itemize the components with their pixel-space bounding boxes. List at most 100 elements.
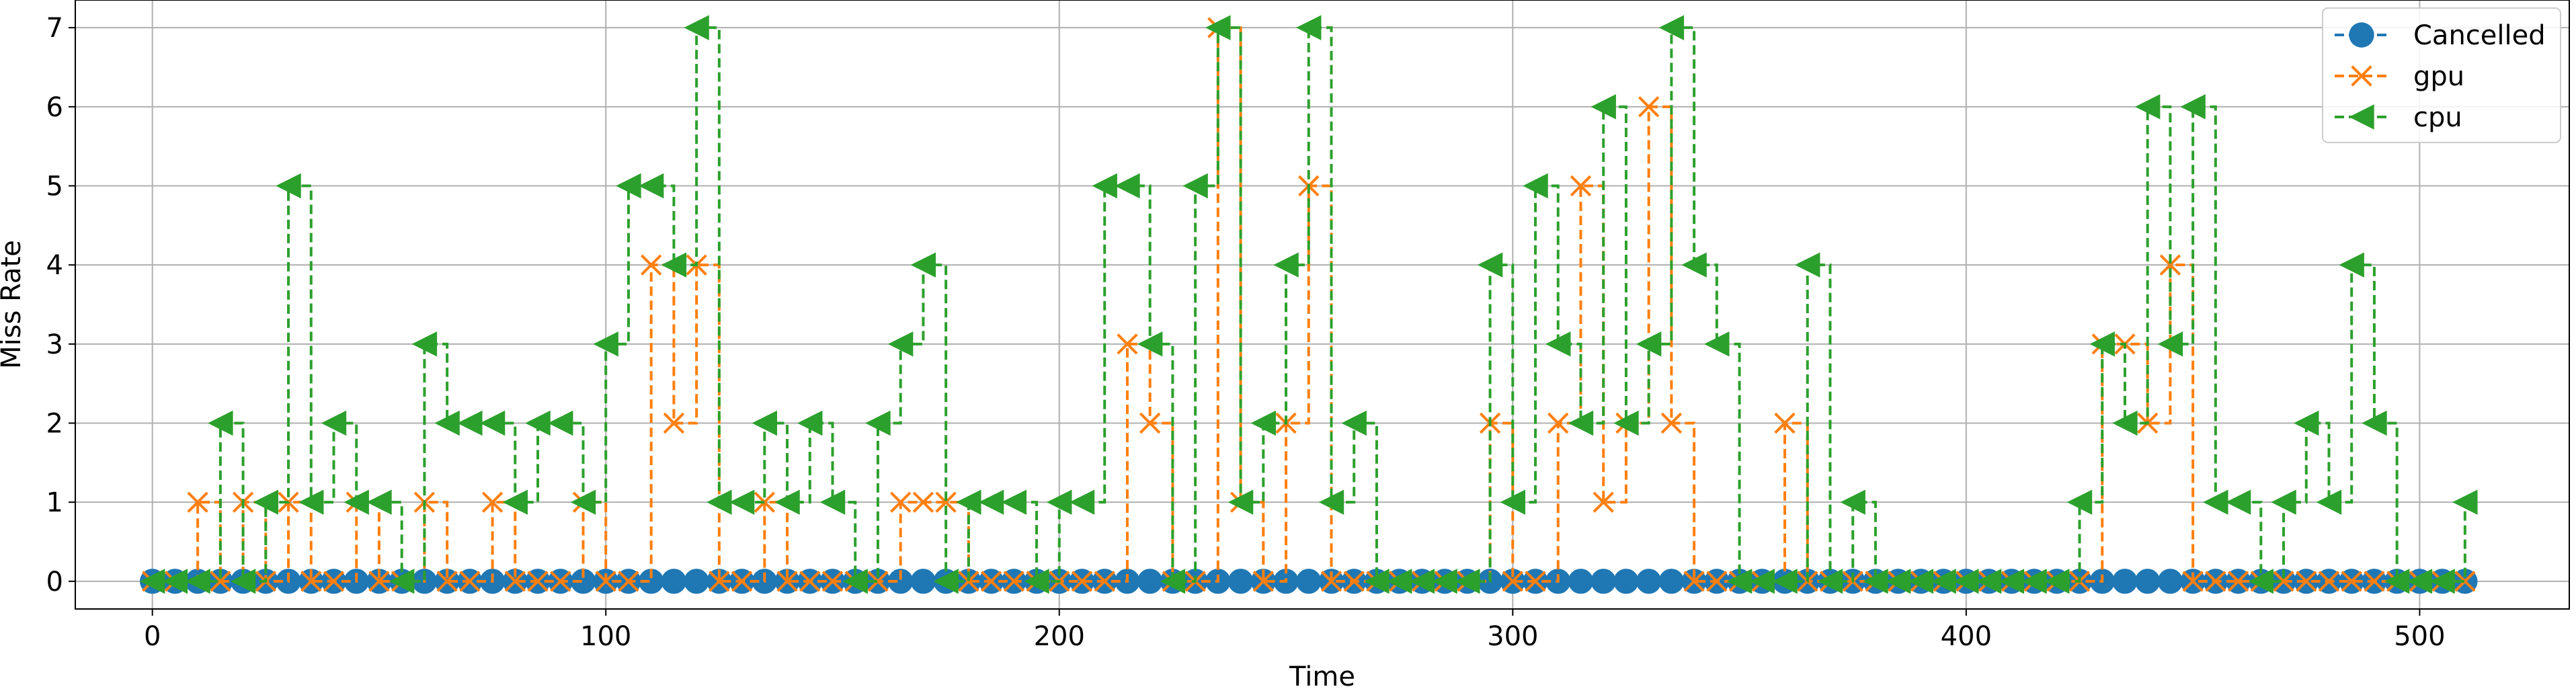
data-point-gpu [1071, 571, 1093, 592]
legend-marker-gpu [2351, 65, 2372, 87]
data-point-cpu [797, 410, 823, 436]
data-point-gpu [618, 571, 639, 592]
data-point-cpu [1613, 410, 1639, 436]
data-point-cpu [1726, 569, 1753, 594]
data-point-cpu [1931, 569, 1956, 594]
legend-label-cpu: cpu [2413, 102, 2462, 133]
data-point-cpu [1477, 252, 1503, 278]
y-tick-label: 0 [46, 567, 63, 598]
data-point-cpu [2271, 489, 2296, 515]
data-point-gpu [958, 571, 979, 592]
data-point-cpu [887, 331, 914, 357]
data-point-cpu [1681, 252, 1707, 278]
data-point-cpu [1908, 569, 1934, 594]
x-axis-ticks: 0 100 200 300 400 500 [144, 609, 2446, 652]
legend-item-cpu: cpu [2335, 102, 2462, 133]
data-point-cpu [1364, 569, 1390, 594]
data-point-cpu [1795, 252, 1820, 278]
data-point-cpu [434, 410, 460, 436]
data-point-cpu [230, 569, 256, 594]
data-point-cpu [2066, 489, 2093, 515]
data-point-cpu [344, 489, 369, 515]
data-point-cpu [1999, 569, 2025, 594]
data-point-gpu [821, 571, 844, 592]
data-point-gpu [2227, 571, 2249, 592]
data-point-cpu [1500, 489, 1526, 515]
data-point-cpu [1182, 173, 1208, 199]
data-point-cpu [1047, 489, 1072, 515]
data-point-gpu [1660, 412, 1683, 434]
data-point-gpu [1774, 412, 1796, 434]
data-point-gpu [1094, 571, 1115, 592]
data-point-cpu [933, 569, 959, 594]
data-point-gpu [912, 491, 934, 513]
data-point-gpu [709, 571, 730, 592]
data-point-cpu [139, 569, 165, 594]
data-point-cancelled [1658, 569, 1685, 594]
data-point-cpu [819, 489, 846, 515]
data-point-cpu [2429, 569, 2455, 594]
y-axis-ticks: 0 1 2 3 4 5 6 7 [46, 13, 75, 598]
data-point-cpu [1092, 173, 1117, 199]
data-point-gpu [2341, 571, 2362, 592]
y-axis-label: Miss Rate [0, 240, 27, 369]
data-point-cancelled [1636, 569, 1662, 594]
data-point-cpu [1024, 569, 1049, 594]
data-point-gpu [481, 491, 504, 513]
data-point-gpu [935, 491, 957, 513]
data-point-gpu [550, 571, 571, 592]
data-point-cpu [2362, 410, 2387, 436]
data-point-cpu [2248, 569, 2274, 594]
data-point-gpu [1139, 412, 1161, 434]
legend-item-cancelled: Cancelled [2335, 20, 2546, 51]
data-point-gpu [754, 491, 776, 513]
data-point-gpu [2454, 571, 2476, 592]
data-point-cancelled [638, 569, 664, 594]
data-point-gpu [1547, 412, 1569, 434]
data-point-cpu [1591, 94, 1616, 120]
legend-marker-cpu [2349, 104, 2374, 130]
data-point-cancelled [1227, 569, 1254, 594]
data-point-cpu [2112, 410, 2138, 436]
data-point-gpu [595, 571, 616, 592]
data-point-cpu [1523, 173, 1548, 199]
data-point-cpu [1704, 331, 1730, 357]
data-point-gpu [210, 571, 231, 592]
data-point-cpu [2384, 569, 2410, 594]
y-tick-label: 1 [46, 487, 63, 518]
data-point-cpu [910, 252, 936, 278]
data-point-gpu [640, 254, 662, 276]
data-point-cpu [570, 489, 596, 515]
data-point-cpu [1227, 489, 1254, 515]
data-point-cpu [1205, 15, 1231, 40]
x-axis-label: Time [1289, 661, 1355, 692]
data-point-gpu [1638, 96, 1660, 118]
data-point-cpu [208, 410, 233, 436]
data-point-cpu [253, 489, 279, 515]
y-tick-label: 7 [46, 13, 63, 44]
data-point-cancelled [1568, 569, 1594, 594]
data-point-cancelled [910, 569, 936, 594]
data-point-cpu [1840, 489, 1865, 515]
data-point-cpu [2339, 252, 2364, 278]
data-point-gpu [1117, 333, 1138, 355]
data-point-cpu [548, 410, 573, 436]
data-point-gpu [1502, 571, 1524, 592]
data-point-gpu [527, 571, 549, 592]
data-point-cancelled [2157, 569, 2183, 594]
data-point-cancelled [1613, 569, 1639, 594]
data-point-cpu [638, 173, 664, 199]
legend-marker-cancelled [2349, 22, 2374, 48]
data-point-cpu [684, 15, 709, 40]
data-point-cpu [2157, 331, 2183, 357]
data-point-gpu [368, 571, 390, 592]
legend-box [2322, 7, 2561, 143]
data-point-cpu [593, 331, 618, 357]
data-point-cpu [1432, 569, 1457, 594]
series-line-gpu [152, 26, 2465, 583]
data-point-cpu [457, 410, 483, 436]
data-point-gpu [2296, 571, 2317, 592]
x-tick-label: 0 [144, 621, 161, 652]
data-point-cpu [978, 489, 1004, 515]
data-point-gpu [323, 571, 345, 592]
